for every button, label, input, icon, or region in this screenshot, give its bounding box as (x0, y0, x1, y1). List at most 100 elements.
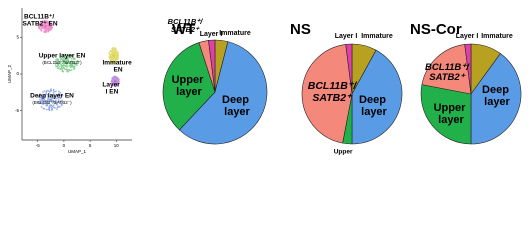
cell-point (116, 81, 118, 84)
slice-label: Upper layer (172, 74, 207, 98)
cell-point (54, 101, 56, 103)
cell-point (64, 54, 66, 57)
cell-point (39, 24, 42, 27)
cell-point (111, 83, 114, 86)
cell-point (111, 56, 113, 58)
cell-point (109, 60, 112, 63)
cell-point (54, 90, 56, 93)
cell-point (110, 59, 113, 62)
cell-point (40, 97, 43, 100)
slice-label: Layer I (200, 31, 223, 38)
cell-point (45, 20, 48, 22)
cluster-label: Immature EN (102, 59, 133, 73)
cell-point (72, 57, 75, 59)
cell-point (49, 25, 52, 27)
cell-point (41, 106, 43, 108)
cell-point (49, 22, 51, 24)
cell-point (48, 100, 50, 102)
cluster-points (110, 75, 120, 87)
cell-point (62, 57, 65, 60)
cell-point (42, 23, 45, 26)
cell-point (52, 104, 55, 107)
cell-point (47, 26, 50, 29)
cell-point (43, 28, 46, 30)
cell-point (67, 70, 69, 73)
cell-point (42, 91, 44, 93)
cell-point (55, 103, 58, 106)
cell-point (63, 66, 65, 69)
cell-point (46, 104, 48, 106)
cell-point (46, 93, 49, 96)
cell-point (61, 99, 63, 101)
cell-point (59, 67, 62, 70)
cell-point (116, 80, 119, 83)
cell-point (64, 65, 67, 67)
cell-point (60, 57, 63, 60)
cell-point (108, 52, 111, 54)
cell-point (57, 100, 59, 103)
slice-label: Immature (219, 30, 251, 37)
cell-point (74, 63, 77, 66)
cell-point (62, 55, 64, 58)
cell-point (55, 99, 57, 102)
cell-point (67, 68, 69, 71)
x-tick-label: 0 (63, 143, 66, 148)
cluster-center (44, 25, 47, 28)
pie-title: NS (290, 21, 311, 38)
cell-point (40, 101, 43, 103)
pie-slice (470, 53, 522, 145)
cell-point (52, 88, 55, 91)
cell-point (112, 81, 115, 83)
cell-point (60, 103, 63, 106)
cell-point (47, 98, 49, 100)
cell-point (113, 77, 116, 80)
cell-point (47, 96, 49, 99)
cell-point (74, 57, 76, 60)
cell-point (65, 68, 68, 71)
pie-slice (464, 43, 472, 95)
cell-point (114, 75, 117, 78)
cell-point (42, 103, 45, 106)
cell-point (52, 100, 55, 102)
cell-point (109, 58, 111, 60)
cluster-center (65, 61, 68, 65)
cluster-points (54, 53, 80, 73)
cell-point (67, 60, 69, 62)
cell-point (50, 104, 52, 106)
slice-label: Immature (481, 33, 513, 40)
cell-point (50, 106, 53, 109)
cluster-center (114, 80, 117, 83)
cell-point (66, 56, 68, 59)
slice-label: Layer I (456, 33, 479, 40)
cell-point (43, 30, 46, 33)
cell-point (51, 97, 53, 99)
cell-point (49, 27, 51, 29)
cell-point (54, 60, 56, 63)
cell-point (42, 107, 45, 110)
cell-point (64, 68, 66, 71)
cell-point (112, 60, 114, 63)
x-tick-label: 5 (89, 143, 92, 148)
slice-label: Deep layer (222, 94, 252, 118)
cell-point (67, 54, 70, 57)
cluster-label: BCL11B⁺/ SATB2⁺ EN (22, 13, 57, 27)
cell-point (49, 91, 51, 93)
cell-point (115, 60, 117, 62)
cell-point (112, 59, 115, 61)
cell-point (51, 26, 53, 28)
cell-point (59, 56, 61, 59)
cell-point (51, 94, 53, 97)
cell-point (115, 61, 118, 64)
cell-point (48, 107, 50, 109)
cell-point (65, 53, 68, 56)
cell-point (52, 92, 55, 94)
cell-point (45, 99, 47, 102)
cell-point (50, 88, 52, 90)
cell-point (44, 101, 47, 104)
cell-point (60, 65, 63, 67)
slice-label: Deep layer (482, 84, 512, 108)
cell-point (111, 52, 113, 54)
cell-point (42, 27, 44, 30)
cell-point (111, 82, 113, 84)
cell-point (114, 47, 117, 50)
